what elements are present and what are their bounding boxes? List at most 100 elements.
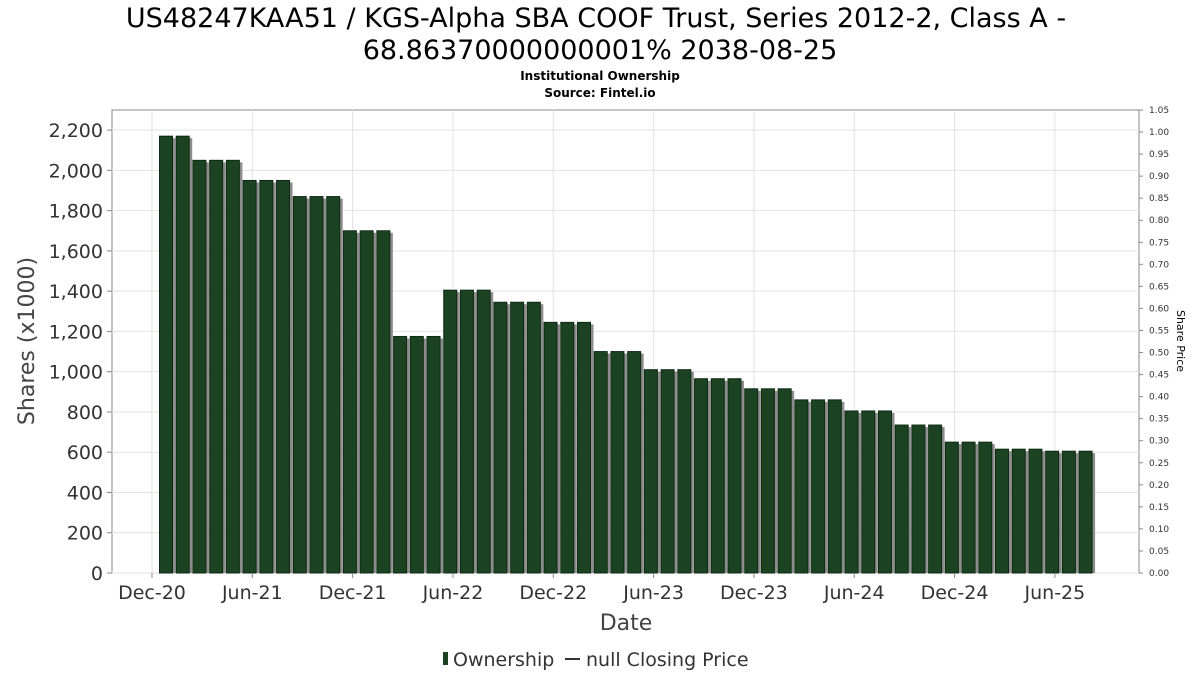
bar-ownership xyxy=(560,321,575,574)
y2-tick-label: 0.65 xyxy=(1149,282,1169,292)
bar-ownership xyxy=(894,424,909,574)
bar-ownership xyxy=(393,335,408,574)
y2-tick-label: 0.60 xyxy=(1149,304,1169,314)
legend-swatch-ownership xyxy=(443,652,448,665)
bar-ownership xyxy=(476,289,491,574)
x-tick-label: Jun-21 xyxy=(221,582,283,604)
bar-ownership xyxy=(727,378,742,574)
bar-ownership xyxy=(359,230,374,574)
y2-tick-label: 0.25 xyxy=(1149,459,1169,469)
y-tick-label: 200 xyxy=(67,523,103,545)
x-axis-label: Date xyxy=(600,611,653,636)
y-tick-label: 1,600 xyxy=(49,241,103,263)
bar-ownership xyxy=(827,399,842,574)
x-tick-label: Jun-22 xyxy=(422,582,484,604)
bar-ownership xyxy=(259,179,274,574)
chart-subtitle: Institutional Ownership xyxy=(520,69,680,83)
bar-ownership xyxy=(326,196,341,574)
bar-ownership xyxy=(944,441,959,574)
y2-tick-label: 0.80 xyxy=(1149,216,1169,226)
x-tick-label: Dec-21 xyxy=(319,582,387,604)
bar-ownership xyxy=(1061,450,1076,574)
y2-tick-label: 0.20 xyxy=(1149,481,1169,491)
y2-tick-label: 0.10 xyxy=(1149,525,1169,535)
bar-ownership xyxy=(610,351,625,574)
bar-ownership xyxy=(1045,450,1060,574)
bar-ownership xyxy=(409,335,424,574)
bar-ownership xyxy=(694,378,709,574)
legend-label-closing-price: null Closing Price xyxy=(586,649,749,671)
y2-tick-label: 0.95 xyxy=(1149,150,1169,160)
bar-ownership xyxy=(276,179,291,574)
bar-ownership xyxy=(510,301,525,574)
y-tick-label: 0 xyxy=(91,563,103,585)
y2-tick-label: 0.70 xyxy=(1149,260,1169,270)
bar-ownership xyxy=(159,135,173,574)
y-tick-label: 2,000 xyxy=(49,160,103,182)
y2-tick-label: 0.35 xyxy=(1149,415,1169,425)
bar-ownership xyxy=(995,448,1009,574)
bar-ownership xyxy=(861,410,876,574)
bar-ownership xyxy=(1078,450,1093,574)
bar-ownership xyxy=(175,135,190,574)
y2-tick-label: 0.45 xyxy=(1149,371,1169,381)
y2-tick-label: 0.50 xyxy=(1149,349,1169,359)
bar-ownership xyxy=(376,230,391,574)
bar-ownership xyxy=(225,159,240,574)
bar-ownership xyxy=(744,388,759,574)
bar-ownership xyxy=(928,424,943,574)
bar-ownership xyxy=(811,399,826,574)
bar-ownership xyxy=(877,410,892,574)
bar-ownership xyxy=(978,441,993,574)
bar-ownership xyxy=(844,410,859,574)
bar-ownership xyxy=(760,388,775,574)
y2-tick-label: 0.05 xyxy=(1149,547,1169,557)
x-tick-label: Dec-23 xyxy=(720,582,788,604)
y-axis-label: Shares (x1000) xyxy=(15,257,40,425)
y-axis-right: 0.00 0.05 0.10 0.15 0.20 0.25 0.30 0.35 0.40 0.45… xyxy=(1139,106,1169,579)
chart-source: Source: Fintel.io xyxy=(544,86,655,100)
bar-ownership xyxy=(1028,448,1043,574)
y-tick-label: 800 xyxy=(67,402,103,424)
y2-tick-label: 0.55 xyxy=(1149,326,1169,336)
x-tick-label: Jun-23 xyxy=(622,582,684,604)
bar-ownership xyxy=(242,179,257,574)
bar-ownership xyxy=(961,441,976,574)
chart-title-line1: US48247KAA51 / KGS-Alpha SBA COOF Trust,… xyxy=(126,3,1066,34)
y-tick-label: 600 xyxy=(67,442,103,464)
y2-tick-label: 0.15 xyxy=(1149,503,1169,513)
bar-ownership xyxy=(643,369,658,574)
x-tick-label: Jun-25 xyxy=(1024,582,1086,604)
bar-ownership xyxy=(192,159,207,574)
bar-ownership xyxy=(777,388,792,574)
y2-tick-label: 1.00 xyxy=(1149,128,1169,138)
y2-tick-label: 1.05 xyxy=(1149,106,1169,116)
bar-ownership xyxy=(794,399,809,574)
bar-ownership xyxy=(1011,448,1026,574)
x-tick-label: Dec-24 xyxy=(921,582,989,604)
bar-ownership xyxy=(459,289,474,574)
bar-ownership xyxy=(577,321,591,574)
bar-ownership xyxy=(342,230,357,574)
y2-tick-label: 0.40 xyxy=(1149,393,1169,403)
y-tick-label: 1,800 xyxy=(49,201,103,223)
x-tick-label: Jun-24 xyxy=(823,582,885,604)
y2-axis-label: Share Price xyxy=(1174,310,1187,372)
bar-ownership xyxy=(426,335,441,574)
bar-ownership xyxy=(677,369,692,574)
bar-ownership xyxy=(209,159,224,574)
y2-tick-label: 0.85 xyxy=(1149,194,1169,204)
bar-ownership xyxy=(593,351,608,574)
y2-tick-label: 0.90 xyxy=(1149,172,1169,182)
y2-tick-label: 0.00 xyxy=(1149,569,1169,579)
y-tick-label: 1,000 xyxy=(49,362,103,384)
x-tick-label: Dec-22 xyxy=(519,582,587,604)
bar-ownership xyxy=(292,196,307,574)
y-axis-left: 0 200 400 600 800 1,000 1,200 1,400 1,600 1,800 2,… xyxy=(49,120,112,585)
x-axis: Dec-20 Jun-21 Dec-21 Jun-22 Dec-22 Jun-23 Dec-… xyxy=(118,573,1085,604)
bar-ownership xyxy=(493,301,508,574)
y-tick-label: 1,400 xyxy=(49,281,103,303)
bar-ownership xyxy=(443,289,458,574)
bar-ownership xyxy=(309,196,324,574)
